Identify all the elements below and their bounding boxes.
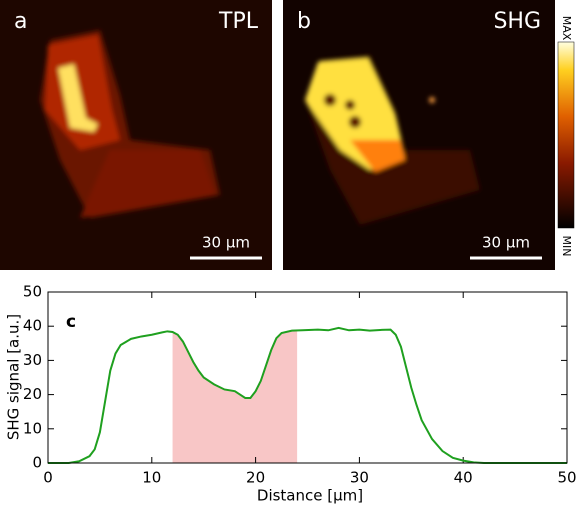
scale-label: 30 µm: [202, 234, 250, 252]
line: [48, 326, 567, 464]
y-tick-label: 40: [23, 317, 42, 335]
y-axis-label: SHG signal [a.u.]: [5, 314, 23, 440]
line-plot: c Distance [µm] SHG signal [a.u.] 0 10 20 3…: [5, 283, 577, 505]
colorbar: [557, 41, 575, 229]
y-tick-label: 20: [23, 385, 42, 403]
colorbar-min: MIN: [560, 236, 573, 257]
panel-title: SHG: [493, 9, 541, 34]
highlight-region: [172, 330, 298, 463]
panel-label: a: [14, 9, 27, 34]
panel-label: c: [66, 312, 76, 332]
colorbar-max: MAX: [560, 16, 573, 41]
x-tick-label: 0: [43, 469, 53, 487]
y-tick-label: 0: [32, 454, 42, 472]
y-tick-label: 10: [23, 419, 42, 437]
y-tick-label: 30: [23, 351, 42, 369]
x-tick-label: 30: [350, 469, 369, 487]
x-tick-label: 50: [557, 469, 576, 487]
x-tick-label: 40: [454, 469, 473, 487]
panel-title: TPL: [218, 9, 259, 34]
image-shg: b SHG 30 µm: [283, 0, 555, 270]
x-axis-label: Distance [µm]: [257, 487, 363, 505]
panel-label: b: [297, 9, 311, 34]
image-tpl: a TPL 30 µm: [0, 0, 272, 270]
x-tick-label: 20: [246, 469, 265, 487]
y-tick-label: 50: [23, 283, 42, 301]
plot-frame: [47, 291, 568, 464]
x-tick-label: 10: [142, 469, 161, 487]
scale-label: 30 µm: [482, 234, 530, 252]
